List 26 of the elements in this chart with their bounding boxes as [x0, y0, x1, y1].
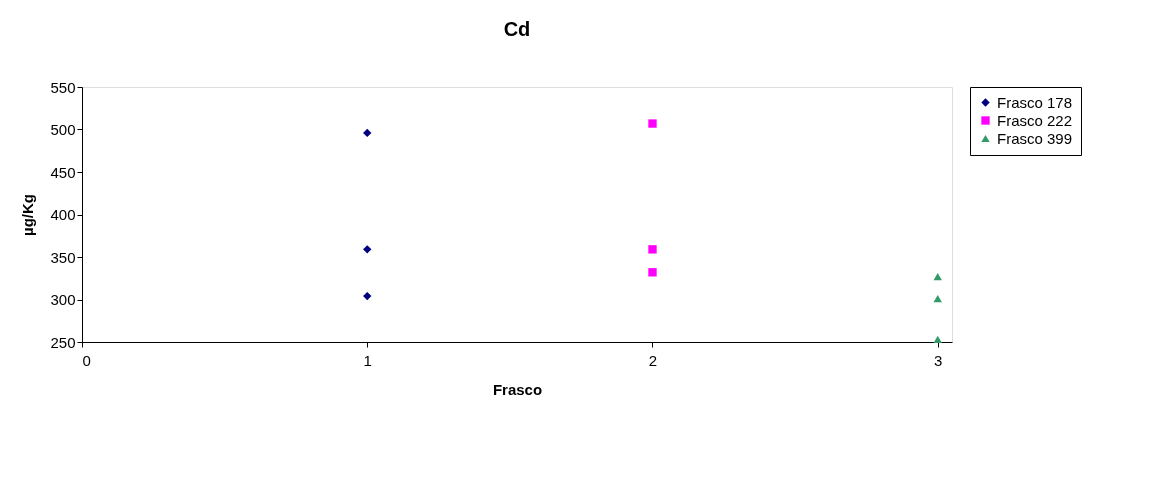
- y-axis-title: µg/Kg: [19, 194, 37, 236]
- point: [363, 128, 372, 138]
- y-tick-label: 300: [50, 291, 76, 308]
- point: [648, 268, 657, 277]
- y-tick-label: 500: [50, 121, 76, 138]
- y-tick-label: 450: [50, 163, 76, 181]
- point: [648, 245, 657, 254]
- y-tick-label: 550: [50, 78, 76, 96]
- x-tick-label: 3: [934, 351, 943, 369]
- x-tick-label: 1: [363, 351, 372, 369]
- x-axis-title: Frasco: [492, 380, 543, 398]
- point: [933, 272, 942, 281]
- point: [363, 245, 372, 254]
- y-tick-label: 350: [50, 248, 76, 266]
- point: [933, 295, 942, 303]
- y-tick-label: 250: [50, 333, 76, 351]
- point: [363, 291, 372, 301]
- point: [648, 119, 657, 128]
- y-tick-label: 400: [50, 206, 76, 223]
- legend-label: Frasco 399: [997, 129, 1073, 147]
- x-tick-label: 2: [648, 351, 658, 369]
- x-tick-label: 0: [82, 351, 91, 369]
- legend-label: Frasco 222: [997, 111, 1073, 129]
- point: [933, 335, 942, 344]
- chart-title: Cd: [503, 18, 531, 40]
- legend-label: Frasco 178: [997, 93, 1073, 111]
